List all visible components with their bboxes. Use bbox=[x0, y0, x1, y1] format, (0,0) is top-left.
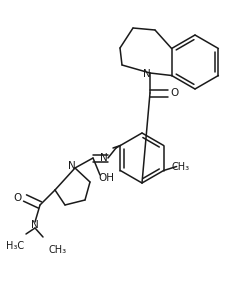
Text: CH₃: CH₃ bbox=[49, 245, 67, 255]
Text: N: N bbox=[143, 69, 151, 79]
Text: O: O bbox=[171, 88, 179, 98]
Text: H₃C: H₃C bbox=[6, 241, 24, 251]
Text: CH₃: CH₃ bbox=[172, 162, 190, 173]
Text: N: N bbox=[68, 161, 76, 171]
Text: OH: OH bbox=[98, 173, 114, 183]
Text: N: N bbox=[100, 153, 108, 163]
Text: N: N bbox=[31, 220, 39, 230]
Text: O: O bbox=[14, 193, 22, 203]
